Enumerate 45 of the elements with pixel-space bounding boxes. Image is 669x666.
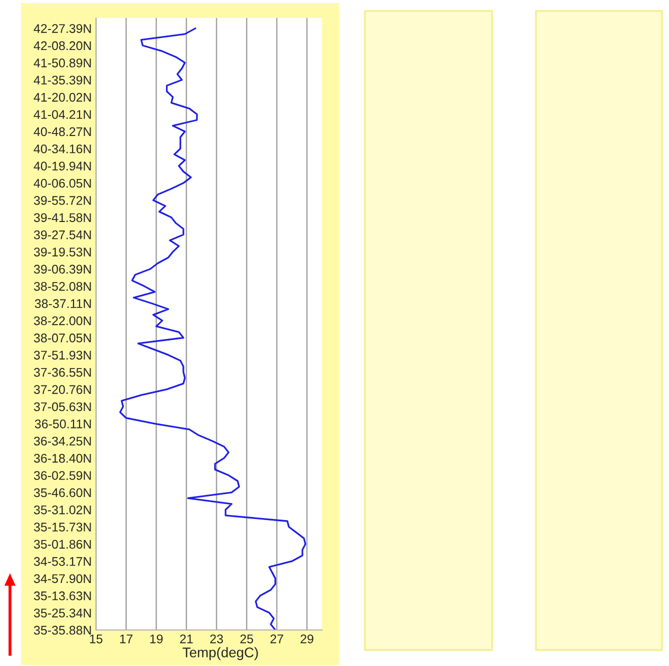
x-tick-label: 17 [120, 634, 132, 644]
x-tick-label: 23 [210, 634, 223, 644]
y-tick-label: 40-48.27N [34, 127, 91, 136]
y-tick-label: 35-46.60N [34, 488, 91, 498]
x-tick-label: 15 [90, 634, 102, 644]
y-tick-label: 41-20.02N [34, 92, 91, 102]
x-axis-title: Temp(degC) [182, 647, 258, 660]
y-tick-label: 36-18.40N [34, 454, 91, 463]
y-tick-label: 39-27.54N [34, 230, 91, 240]
y-tick-label: 35-25.34N [34, 608, 91, 618]
y-tick-label: 35-01.86N [34, 540, 91, 549]
y-tick-label: 35-35.88N [34, 626, 91, 635]
y-tick-label: 39-41.58N [34, 213, 91, 222]
y-tick-label: 39-06.39N [34, 264, 91, 274]
y-tick-label: 37-51.93N [34, 350, 91, 360]
y-tick-label: 38-22.00N [34, 316, 91, 326]
y-tick-label: 36-50.11N [34, 420, 91, 428]
y-tick-label: 40-06.05N [34, 178, 91, 188]
y-tick-label: 39-19.53N [34, 248, 91, 256]
y-tick-label: 37-36.55N [34, 368, 91, 377]
y-tick-label: 41-50.89N [34, 58, 91, 68]
y-tick-label: 39-55.72N [34, 196, 91, 205]
y-tick-label: 34-57.90N [34, 574, 91, 584]
y-tick-label: 36-02.59N [34, 471, 91, 480]
y-tick-label: 37-20.76N [34, 385, 91, 394]
x-tick-label: 27 [270, 634, 284, 644]
y-tick-label: 41-35.39N [34, 76, 91, 85]
x-tick-label: 25 [240, 634, 254, 644]
y-tick-label: 35-31.02N [34, 505, 91, 514]
y-tick-label: 38-07.05N [34, 334, 91, 342]
y-tick-label: 34-53.17N [34, 557, 91, 566]
y-tick-label: 41-04.21N [34, 110, 91, 119]
x-tick-label: 29 [300, 634, 314, 644]
x-tick-label: 19 [150, 634, 163, 644]
y-tick-label: 42-08.20N [34, 41, 91, 50]
y-tick-label: 38-52.08N [34, 282, 91, 291]
x-tick-label: 21 [180, 634, 193, 644]
y-tick-label: 38-37.11N [34, 299, 91, 308]
y-tick-label: 40-19.94N [34, 162, 91, 170]
y-tick-label: 35-13.63N [34, 591, 91, 600]
y-tick-label: 42-27.39N [34, 24, 91, 33]
y-tick-label: 37-05.63N [34, 402, 91, 412]
y-tick-label: 40-34.16N [34, 144, 91, 154]
y-tick-label: 36-34.25N [34, 436, 91, 446]
y-tick-label: 35-15.73N [34, 522, 91, 532]
